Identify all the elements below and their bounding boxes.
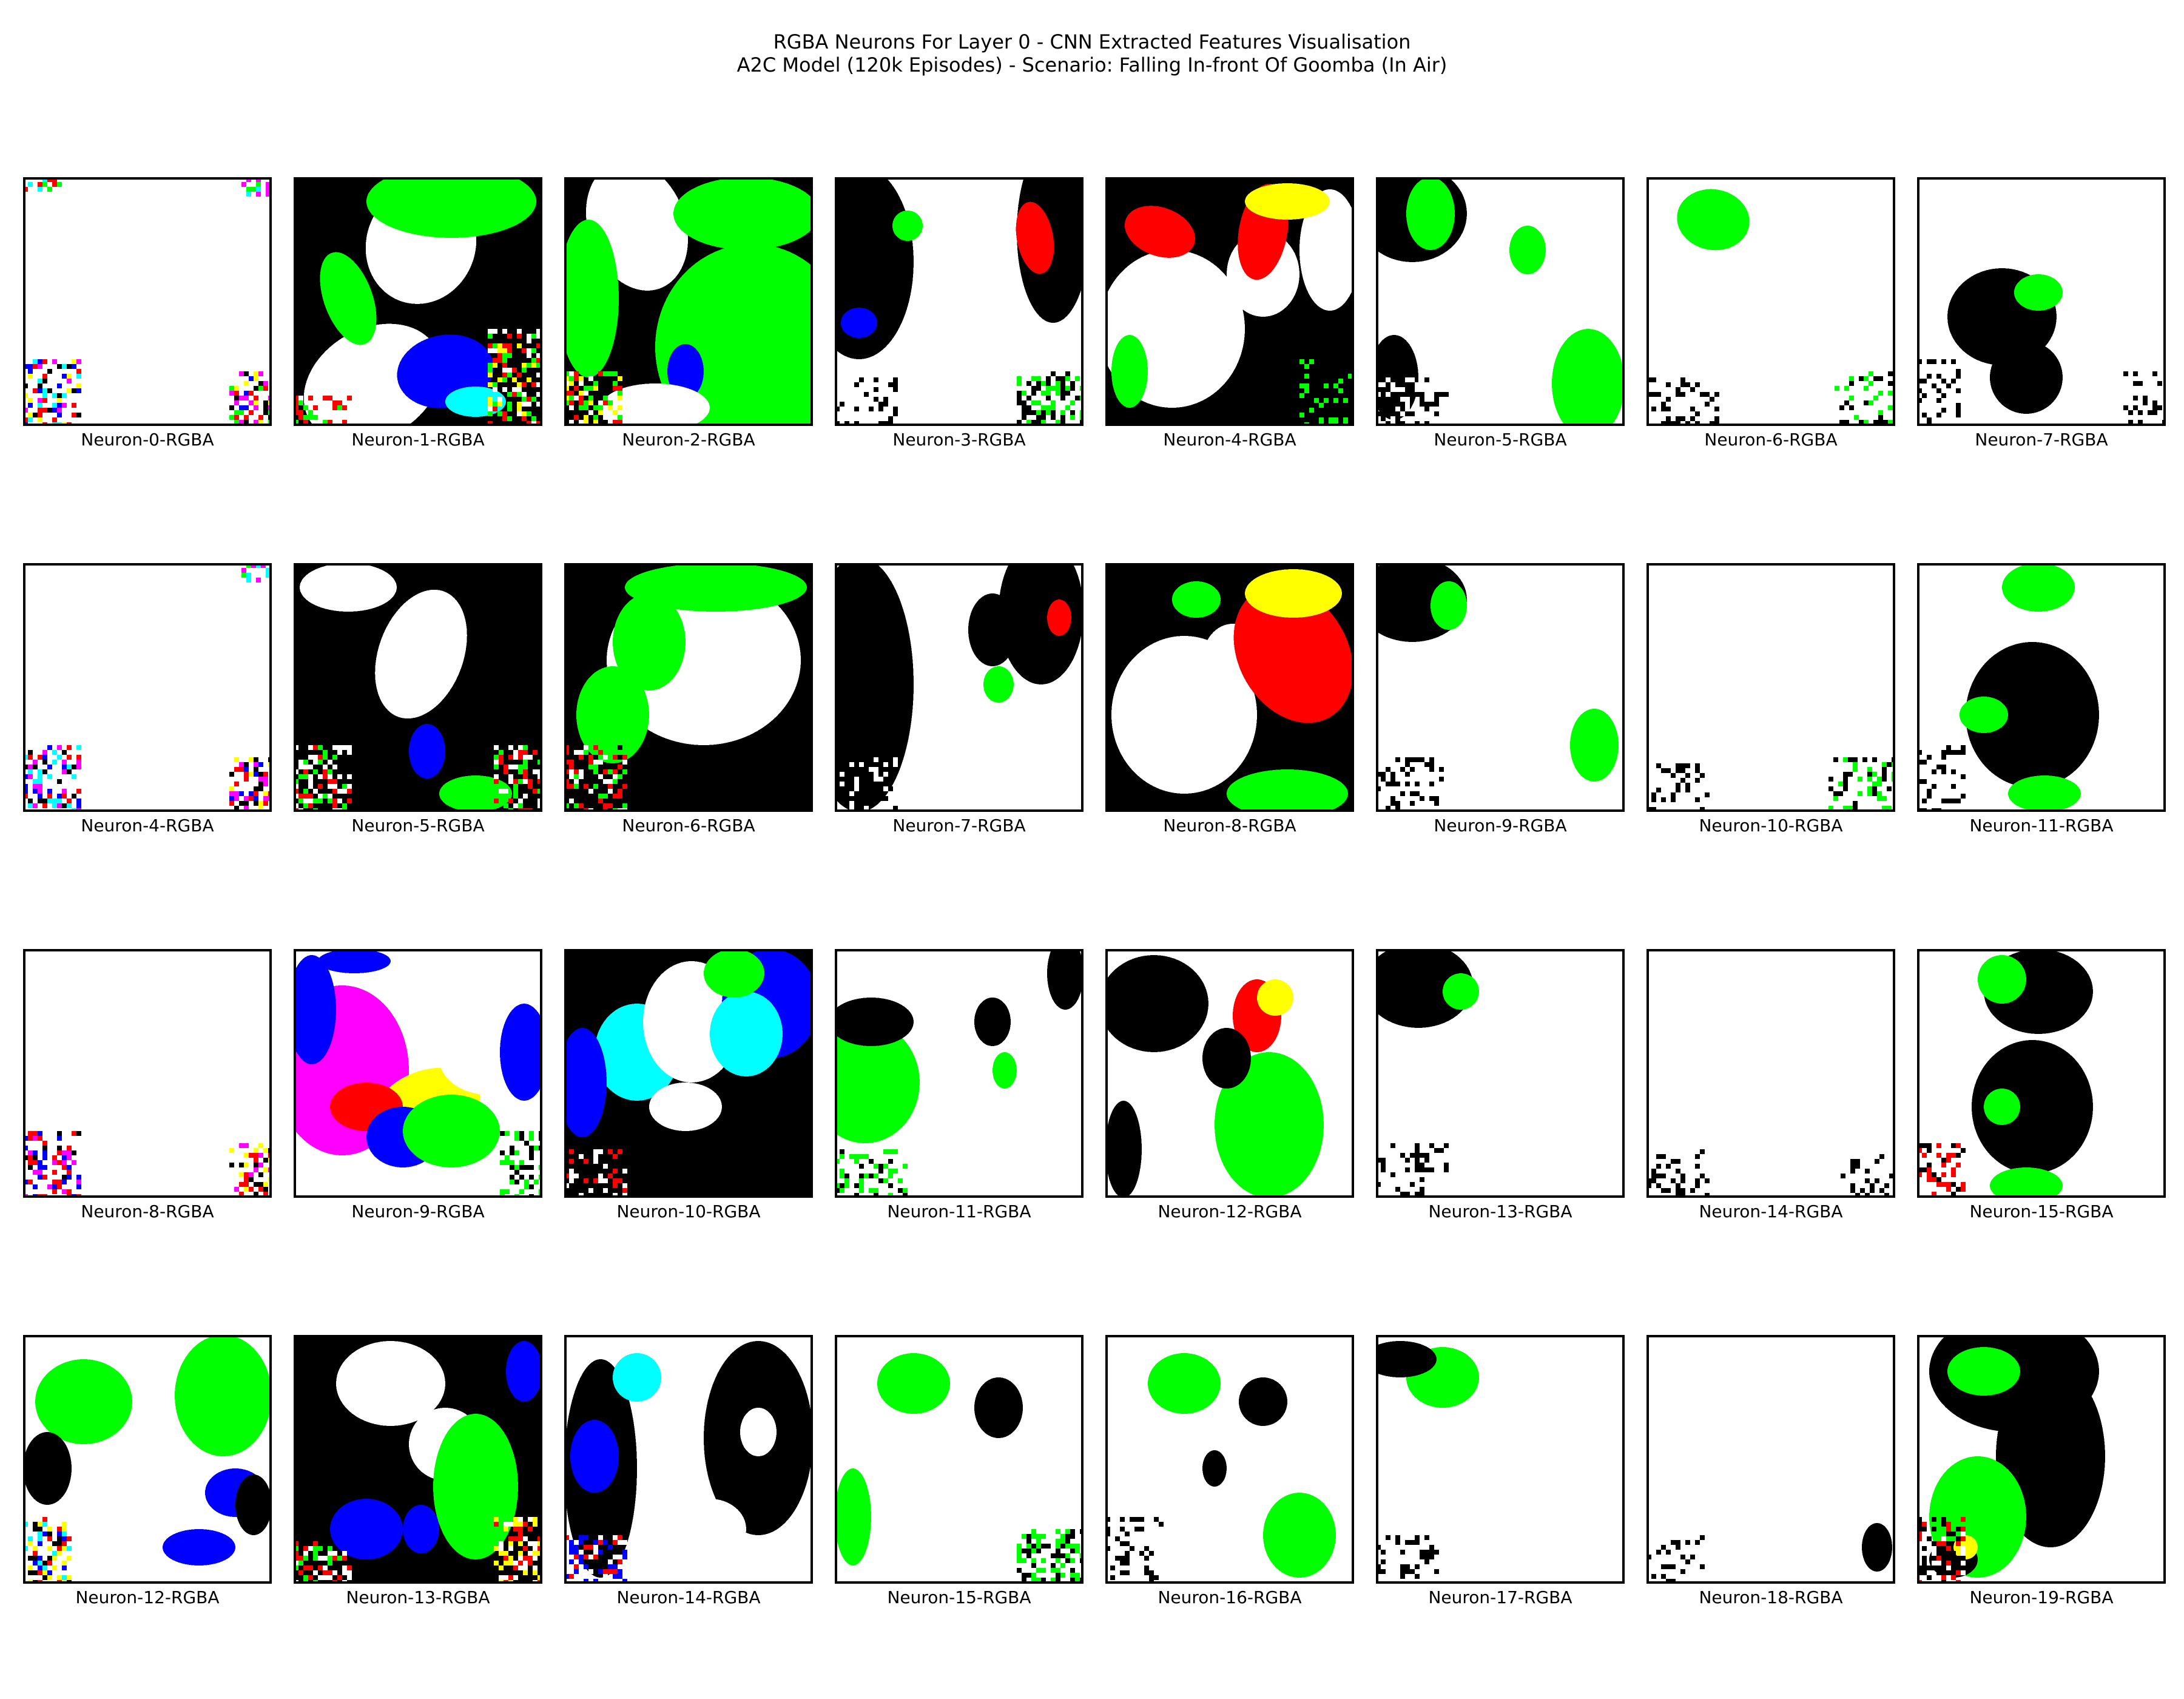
neuron-panel: Neuron-4-RGBA [1105, 177, 1354, 450]
neuron-image [1105, 563, 1354, 812]
neuron-panel: Neuron-4-RGBA [23, 563, 272, 836]
neuron-panel: Neuron-6-RGBA [564, 563, 813, 836]
neuron-panel: Neuron-5-RGBA [294, 563, 542, 836]
neuron-image [294, 1335, 542, 1584]
neuron-image [835, 177, 1084, 426]
neuron-label: Neuron-6-RGBA [1704, 430, 1838, 450]
neuron-panel: Neuron-13-RGBA [294, 1335, 542, 1608]
neuron-panel: Neuron-10-RGBA [1646, 563, 1895, 836]
neuron-image [835, 563, 1084, 812]
neuron-label: Neuron-13-RGBA [1428, 1201, 1572, 1221]
neuron-panel: Neuron-8-RGBA [23, 949, 272, 1222]
neuron-panel: Neuron-3-RGBA [835, 177, 1084, 450]
neuron-panel: Neuron-12-RGBA [23, 1335, 272, 1608]
neuron-image [564, 177, 813, 426]
neuron-panel: Neuron-14-RGBA [564, 1335, 813, 1608]
neuron-label: Neuron-8-RGBA [1163, 816, 1296, 836]
neuron-image [1376, 949, 1625, 1198]
neuron-label: Neuron-17-RGBA [1428, 1587, 1572, 1607]
neuron-panel: Neuron-11-RGBA [1917, 563, 2166, 836]
neuron-panel: Neuron-8-RGBA [1105, 563, 1354, 836]
neuron-label: Neuron-2-RGBA [622, 430, 755, 450]
neuron-image [23, 177, 272, 426]
neuron-label: Neuron-9-RGBA [351, 1201, 485, 1221]
neuron-panel: Neuron-11-RGBA [835, 949, 1084, 1222]
neuron-label: Neuron-19-RGBA [1969, 1587, 2114, 1607]
neuron-label: Neuron-10-RGBA [1699, 816, 1843, 836]
neuron-label: Neuron-18-RGBA [1699, 1587, 1843, 1607]
neuron-image [1646, 563, 1895, 812]
neuron-label: Neuron-13-RGBA [346, 1587, 490, 1607]
neuron-label: Neuron-1-RGBA [351, 430, 485, 450]
neuron-image [1105, 949, 1354, 1198]
neuron-label: Neuron-15-RGBA [887, 1587, 1031, 1607]
neuron-panel: Neuron-15-RGBA [835, 1335, 1084, 1608]
neuron-image [294, 563, 542, 812]
neuron-label: Neuron-3-RGBA [892, 430, 1026, 450]
neuron-panel: Neuron-7-RGBA [835, 563, 1084, 836]
neuron-image [294, 949, 542, 1198]
neuron-image [564, 1335, 813, 1584]
neuron-panel: Neuron-9-RGBA [1376, 563, 1625, 836]
neuron-image [564, 563, 813, 812]
neuron-label: Neuron-11-RGBA [887, 1201, 1031, 1221]
neuron-image [835, 949, 1084, 1198]
neuron-image [1917, 177, 2166, 426]
neuron-label: Neuron-14-RGBA [1699, 1201, 1843, 1221]
neuron-image [1376, 563, 1625, 812]
neuron-image [564, 949, 813, 1198]
neuron-image [23, 949, 272, 1198]
neuron-panel: Neuron-9-RGBA [294, 949, 542, 1222]
neuron-label: Neuron-12-RGBA [1158, 1201, 1302, 1221]
neuron-image [1917, 949, 2166, 1198]
neuron-image [294, 177, 542, 426]
neuron-image [1105, 177, 1354, 426]
neuron-image [1105, 1335, 1354, 1584]
neuron-image [1646, 949, 1895, 1198]
neuron-panel: Neuron-13-RGBA [1376, 949, 1625, 1222]
neuron-label: Neuron-0-RGBA [81, 430, 214, 450]
neuron-panel: Neuron-19-RGBA [1917, 1335, 2166, 1608]
figure-subtitle: A2C Model (120k Episodes) - Scenario: Fa… [736, 53, 1448, 76]
neuron-image [1917, 1335, 2166, 1584]
neuron-image [1646, 1335, 1895, 1584]
neuron-panel: Neuron-6-RGBA [1646, 177, 1895, 450]
neuron-image [1376, 177, 1625, 426]
neuron-image [835, 1335, 1084, 1584]
neuron-label: Neuron-6-RGBA [622, 816, 755, 836]
neuron-label: Neuron-5-RGBA [351, 816, 485, 836]
neuron-label: Neuron-5-RGBA [1434, 430, 1567, 450]
neuron-label: Neuron-10-RGBA [616, 1201, 761, 1221]
neuron-panel: Neuron-16-RGBA [1105, 1335, 1354, 1608]
neuron-panel: Neuron-2-RGBA [564, 177, 813, 450]
neuron-panel: Neuron-14-RGBA [1646, 949, 1895, 1222]
neuron-panel: Neuron-5-RGBA [1376, 177, 1625, 450]
neuron-panel: Neuron-12-RGBA [1105, 949, 1354, 1222]
neuron-image [1646, 177, 1895, 426]
neuron-panel: Neuron-1-RGBA [294, 177, 542, 450]
neuron-image [1376, 1335, 1625, 1584]
neuron-label: Neuron-16-RGBA [1158, 1587, 1302, 1607]
neuron-label: Neuron-15-RGBA [1969, 1201, 2114, 1221]
neuron-panel: Neuron-17-RGBA [1376, 1335, 1625, 1608]
neuron-label: Neuron-14-RGBA [616, 1587, 761, 1607]
neuron-label: Neuron-9-RGBA [1434, 816, 1567, 836]
neuron-panel: Neuron-10-RGBA [564, 949, 813, 1222]
neuron-label: Neuron-7-RGBA [892, 816, 1026, 836]
neuron-panel: Neuron-0-RGBA [23, 177, 272, 450]
neuron-label: Neuron-8-RGBA [81, 1201, 214, 1221]
neuron-label: Neuron-11-RGBA [1969, 816, 2114, 836]
neuron-image [1917, 563, 2166, 812]
neuron-label: Neuron-4-RGBA [1163, 430, 1296, 450]
neuron-image [23, 563, 272, 812]
neuron-label: Neuron-4-RGBA [81, 816, 214, 836]
neuron-panel: Neuron-7-RGBA [1917, 177, 2166, 450]
neuron-panel: Neuron-15-RGBA [1917, 949, 2166, 1222]
neuron-label: Neuron-7-RGBA [1975, 430, 2108, 450]
figure-title: RGBA Neurons For Layer 0 - CNN Extracted… [773, 30, 1411, 53]
neuron-panel: Neuron-18-RGBA [1646, 1335, 1895, 1608]
neuron-image [23, 1335, 272, 1584]
neuron-label: Neuron-12-RGBA [75, 1587, 220, 1607]
